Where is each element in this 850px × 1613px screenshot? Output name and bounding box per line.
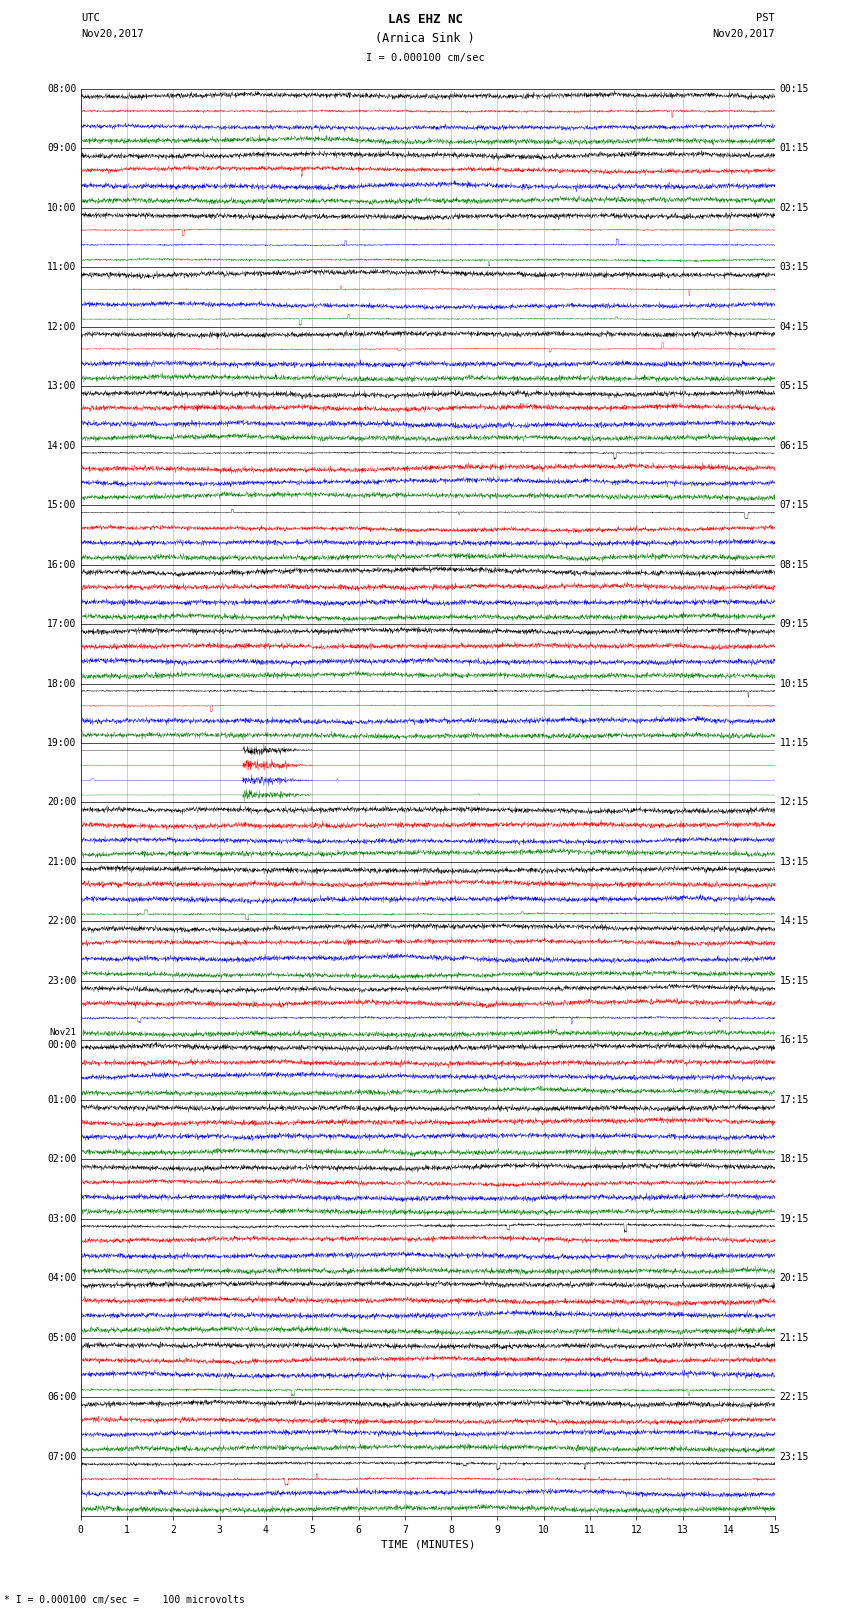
Text: LAS EHZ NC: LAS EHZ NC: [388, 13, 462, 26]
Text: 14:15: 14:15: [779, 916, 809, 926]
Text: 18:15: 18:15: [779, 1155, 809, 1165]
Text: 09:15: 09:15: [779, 619, 809, 629]
Text: 13:15: 13:15: [779, 857, 809, 866]
Text: 00:15: 00:15: [779, 84, 809, 94]
Text: 03:00: 03:00: [47, 1215, 76, 1224]
Text: 23:00: 23:00: [47, 976, 76, 986]
Text: 10:15: 10:15: [779, 679, 809, 689]
Text: 22:00: 22:00: [47, 916, 76, 926]
Text: 06:00: 06:00: [47, 1392, 76, 1402]
Text: 14:00: 14:00: [47, 440, 76, 450]
Text: 22:15: 22:15: [779, 1392, 809, 1402]
Text: 17:00: 17:00: [47, 619, 76, 629]
Text: 08:15: 08:15: [779, 560, 809, 569]
Text: 19:15: 19:15: [779, 1215, 809, 1224]
Text: 15:00: 15:00: [47, 500, 76, 510]
Text: 03:15: 03:15: [779, 263, 809, 273]
Text: 16:15: 16:15: [779, 1036, 809, 1045]
Text: 20:15: 20:15: [779, 1273, 809, 1284]
Text: 20:00: 20:00: [47, 797, 76, 808]
Text: 07:15: 07:15: [779, 500, 809, 510]
Text: PST: PST: [756, 13, 775, 23]
Text: 23:15: 23:15: [779, 1452, 809, 1461]
Text: 00:00: 00:00: [47, 1040, 76, 1050]
Text: 05:00: 05:00: [47, 1332, 76, 1342]
Text: 07:00: 07:00: [47, 1452, 76, 1461]
Text: 17:15: 17:15: [779, 1095, 809, 1105]
Text: 05:15: 05:15: [779, 381, 809, 390]
Text: 02:15: 02:15: [779, 203, 809, 213]
Text: UTC: UTC: [81, 13, 99, 23]
Text: 16:00: 16:00: [47, 560, 76, 569]
Text: Nov20,2017: Nov20,2017: [81, 29, 144, 39]
Text: I = 0.000100 cm/sec: I = 0.000100 cm/sec: [366, 53, 484, 63]
Text: 19:00: 19:00: [47, 739, 76, 748]
Text: 11:00: 11:00: [47, 263, 76, 273]
Text: 21:15: 21:15: [779, 1332, 809, 1342]
Text: 09:00: 09:00: [47, 144, 76, 153]
Text: 01:00: 01:00: [47, 1095, 76, 1105]
Text: 08:00: 08:00: [47, 84, 76, 94]
Text: 01:15: 01:15: [779, 144, 809, 153]
Text: 06:15: 06:15: [779, 440, 809, 450]
Text: 12:00: 12:00: [47, 321, 76, 332]
Text: 13:00: 13:00: [47, 381, 76, 390]
Text: 11:15: 11:15: [779, 739, 809, 748]
Text: 02:00: 02:00: [47, 1155, 76, 1165]
Text: 12:15: 12:15: [779, 797, 809, 808]
Text: 10:00: 10:00: [47, 203, 76, 213]
Text: * I = 0.000100 cm/sec =    100 microvolts: * I = 0.000100 cm/sec = 100 microvolts: [4, 1595, 245, 1605]
Text: Nov21: Nov21: [49, 1027, 76, 1037]
X-axis label: TIME (MINUTES): TIME (MINUTES): [381, 1539, 475, 1550]
Text: Nov20,2017: Nov20,2017: [712, 29, 775, 39]
Text: (Arnica Sink ): (Arnica Sink ): [375, 32, 475, 45]
Text: 04:15: 04:15: [779, 321, 809, 332]
Text: 18:00: 18:00: [47, 679, 76, 689]
Text: 15:15: 15:15: [779, 976, 809, 986]
Text: 04:00: 04:00: [47, 1273, 76, 1284]
Text: 21:00: 21:00: [47, 857, 76, 866]
